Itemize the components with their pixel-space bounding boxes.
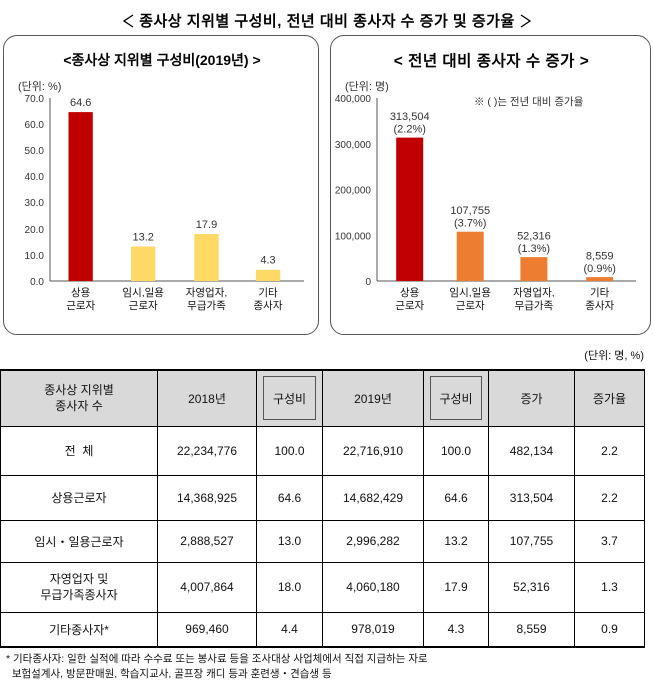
svg-text:8,559: 8,559 bbox=[586, 251, 614, 263]
svg-text:40.0: 40.0 bbox=[25, 172, 45, 183]
svg-text:(0.9%): (0.9%) bbox=[583, 263, 615, 275]
svg-text:(3.7%): (3.7%) bbox=[454, 218, 486, 230]
svg-text:0.0: 0.0 bbox=[30, 277, 44, 288]
svg-text:200,000: 200,000 bbox=[335, 186, 372, 197]
svg-text:70.0: 70.0 bbox=[25, 94, 45, 105]
svg-text:0: 0 bbox=[365, 277, 371, 288]
svg-text:50.0: 50.0 bbox=[25, 146, 45, 157]
svg-text:17.9: 17.9 bbox=[196, 219, 217, 231]
svg-text:(2.2%): (2.2%) bbox=[393, 124, 425, 136]
svg-text:13.2: 13.2 bbox=[132, 232, 153, 244]
svg-text:313,504: 313,504 bbox=[390, 111, 430, 123]
svg-text:52,316: 52,316 bbox=[517, 231, 551, 243]
svg-text:60.0: 60.0 bbox=[25, 120, 45, 131]
svg-text:64.6: 64.6 bbox=[70, 97, 91, 109]
svg-text:4.3: 4.3 bbox=[260, 255, 275, 267]
svg-text:20.0: 20.0 bbox=[25, 225, 45, 236]
svg-text:30.0: 30.0 bbox=[25, 198, 45, 209]
svg-text:100,000: 100,000 bbox=[335, 231, 372, 242]
svg-text:300,000: 300,000 bbox=[335, 140, 372, 151]
svg-text:107,755: 107,755 bbox=[450, 205, 490, 217]
svg-text:400,000: 400,000 bbox=[335, 94, 372, 105]
svg-text:10.0: 10.0 bbox=[25, 251, 45, 262]
svg-text:(1.3%): (1.3%) bbox=[518, 243, 550, 255]
